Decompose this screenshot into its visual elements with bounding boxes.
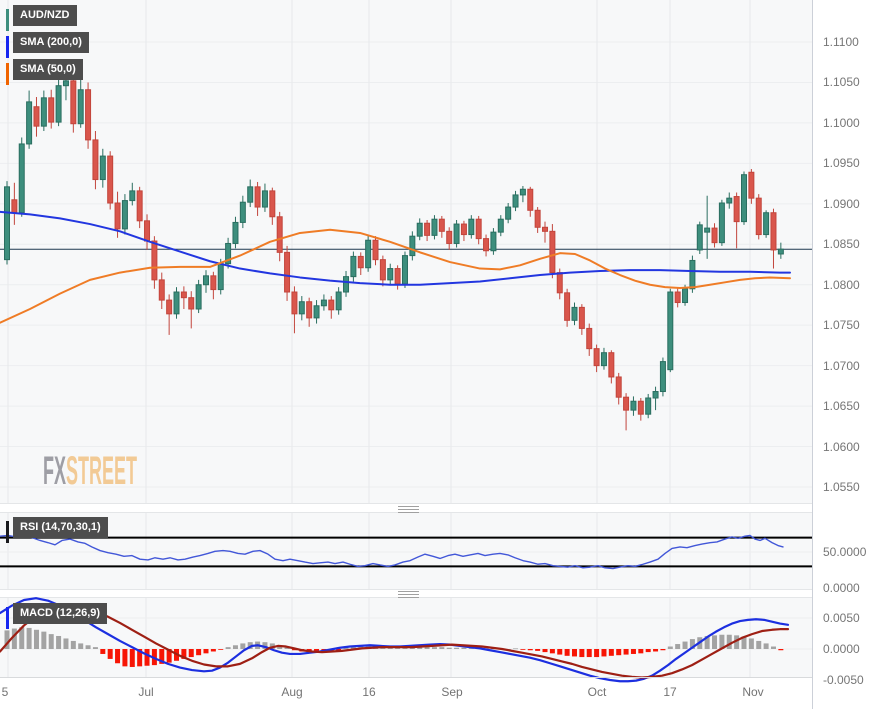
price-axis-label: 1.1000 <box>823 115 860 130</box>
sma200-color-bar-icon <box>6 36 9 58</box>
rsi-chart <box>0 513 812 589</box>
price-axis-label: 1.0950 <box>823 156 860 171</box>
time-axis-label: Nov <box>742 685 764 699</box>
price-axis-label: 50.0000 <box>823 545 867 559</box>
macd-legend: MACD (12,26,9) <box>13 603 108 624</box>
symbol-legend: AUD/NZD <box>13 5 77 26</box>
price-axis-label: 1.0900 <box>823 196 860 211</box>
time-axis-label: 17 <box>663 685 677 699</box>
time-axis-label: Sep <box>441 685 463 699</box>
price-axis-label: 0.0000 <box>823 581 860 595</box>
time-axis-label: Oct <box>587 685 607 699</box>
price-axis-label: 1.1100 <box>823 35 859 49</box>
time-axis-label: 16 <box>362 685 376 699</box>
price-axis-label: 1.0850 <box>823 237 860 252</box>
rsi-panel[interactable] <box>0 513 812 589</box>
panel-resize-handle-icon[interactable] <box>398 591 419 598</box>
price-axis-label: 1.0800 <box>823 277 860 292</box>
rsi-color-bar-icon <box>6 521 9 543</box>
sma50-color-bar-icon <box>6 63 9 85</box>
sma200-legend: SMA (200,0) <box>13 32 89 53</box>
price-axis-label: 1.0700 <box>823 358 860 373</box>
price-axis-label: 1.0600 <box>823 439 860 454</box>
time-axis-label: Aug <box>281 685 303 699</box>
sma50-legend: SMA (50,0) <box>13 59 83 80</box>
price-axis-label: -0.0050 <box>823 673 864 687</box>
price-axis-label: 1.1050 <box>823 75 860 90</box>
price-axis-label: 0.0000 <box>823 642 860 656</box>
price-axis[interactable]: 1.1100 1.1050 1.1000 1.0950 1.0900 1.0850 1.08… <box>812 0 894 709</box>
price-axis-label: 1.0650 <box>823 399 860 414</box>
symbol-color-bar-icon <box>6 9 9 31</box>
price-axis-label: 1.0550 <box>823 479 860 494</box>
price-axis-label: 1.0750 <box>823 318 860 333</box>
macd-color-bar-icon <box>6 607 9 629</box>
time-axis-label: 5 <box>1 685 9 699</box>
panel-resize-handle-icon[interactable] <box>398 506 419 513</box>
candlestick-chart <box>0 0 812 503</box>
macd-panel[interactable] <box>0 597 812 683</box>
rsi-legend: RSI (14,70,30,1) <box>13 517 108 538</box>
macd-chart <box>0 597 812 683</box>
time-axis[interactable]: 5 Jul Aug 16 Sep Oct 17 Nov <box>0 677 812 709</box>
time-axis-label: Jul <box>138 685 154 699</box>
price-chart-panel[interactable] <box>0 0 812 503</box>
price-axis-label: 0.0050 <box>823 611 860 625</box>
